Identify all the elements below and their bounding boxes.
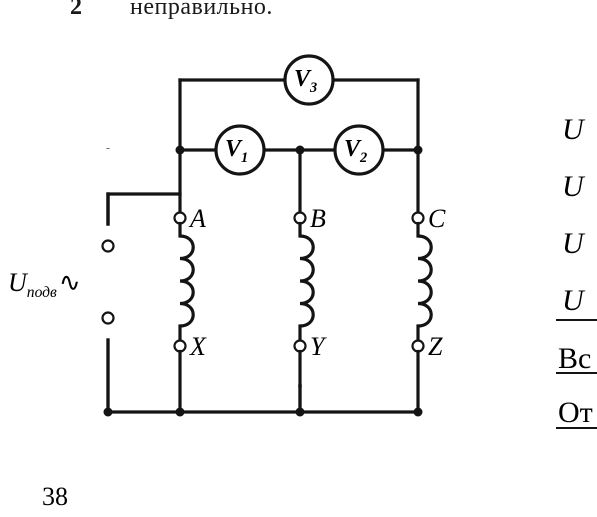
page-number: 38 (42, 482, 68, 512)
top-fragment-text: неправильно. (130, 0, 273, 21)
right-u3: U (562, 229, 584, 259)
voltmeter-v3-label: V3 (294, 67, 317, 95)
terminal-a-label: A (190, 206, 206, 232)
right-u1: U (562, 115, 584, 145)
terminal-y-label: Y (310, 334, 324, 360)
right-r1: Вс (558, 344, 591, 374)
source-label: Uподв∿ (8, 270, 81, 301)
terminal-z-label: Z (428, 334, 442, 360)
right-r2: От (558, 398, 593, 428)
top-fragment-bullet: 2 (70, 0, 83, 21)
voltmeter-v1-label: V1 (225, 137, 248, 165)
terminal-x-label: X (190, 334, 206, 360)
right-u4: U (562, 286, 584, 316)
terminal-b-label: B (310, 206, 326, 232)
terminal-c-label: C (428, 206, 445, 232)
right-u2: U (562, 172, 584, 202)
voltmeter-v2-label: V2 (344, 137, 367, 165)
